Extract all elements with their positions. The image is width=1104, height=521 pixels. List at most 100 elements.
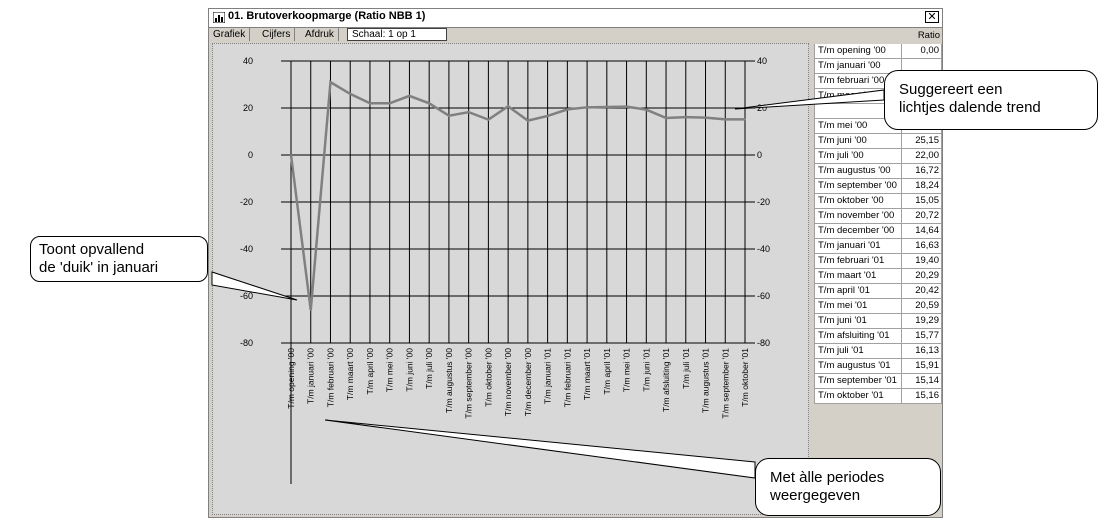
table-row[interactable]: T/m juni '01 19,29: [814, 314, 942, 330]
y-tick-label-left: -80: [240, 338, 253, 348]
y-tick-label-left: 20: [243, 103, 253, 113]
x-tick-label: T/m september '00: [464, 348, 474, 419]
table-row[interactable]: T/m januari '01 16,63: [814, 239, 942, 255]
callout-all-periods-line2: weergegeven: [770, 487, 861, 504]
y-tick-label-right: -60: [757, 291, 770, 301]
tab-afdruk[interactable]: Afdruk: [301, 28, 339, 41]
period-label: T/m september '01: [814, 374, 902, 389]
close-button[interactable]: ✕: [925, 11, 939, 23]
table-row[interactable]: T/m juli '00 22,00: [814, 149, 942, 165]
data-point: [369, 102, 371, 105]
x-tick-label: T/m mei '01: [622, 348, 632, 392]
x-tick-label: T/m februari '01: [562, 348, 572, 408]
x-tick-label: T/m oktober '01: [740, 348, 750, 407]
callout-trend-pointer: [734, 89, 885, 110]
data-point: [645, 108, 648, 111]
period-label: T/m oktober '00: [814, 194, 902, 209]
period-label: T/m augustus '00: [814, 164, 902, 179]
callout-all-periods-line1: Met àlle periodes: [770, 469, 885, 486]
table-row[interactable]: T/m juli '01 16,13: [814, 344, 942, 360]
table-row[interactable]: T/m afsluiting '01 15,77: [814, 329, 942, 345]
table-row[interactable]: T/m juni '00 25,15: [814, 134, 942, 150]
period-label: T/m januari '01: [814, 239, 902, 254]
table-row[interactable]: T/m oktober '00 15,05: [814, 194, 942, 210]
period-label: T/m opening '00: [814, 44, 902, 59]
table-row[interactable]: T/m augustus '00 16,72: [814, 164, 942, 180]
ratio-column-header: Ratio: [917, 30, 940, 41]
period-label: T/m oktober '01: [814, 389, 902, 404]
table-row[interactable]: T/m november '00 20,72: [814, 209, 942, 225]
window-title: 01. Brutoverkoopmarge (Ratio NBB 1): [228, 10, 426, 22]
table-row[interactable]: T/m september '01 15,14: [814, 374, 942, 390]
period-label: T/m februari '01: [814, 254, 902, 269]
tab-cijfers[interactable]: Cijfers: [258, 28, 296, 41]
data-point: [625, 105, 628, 108]
table-row[interactable]: T/m september '00 18,24: [814, 179, 942, 195]
ratio-value: 20,29: [902, 269, 942, 284]
x-tick-label: T/m juli '00: [424, 348, 434, 389]
ratio-value: 25,15: [902, 134, 942, 149]
table-row[interactable]: T/m mei '01 20,59: [814, 299, 942, 315]
period-label: T/m september '00: [814, 179, 902, 194]
data-point: [507, 105, 509, 108]
data-point: [487, 118, 490, 121]
x-tick-label: T/m januari '00: [306, 348, 316, 404]
table-row[interactable]: T/m opening '00 0,00: [814, 44, 942, 60]
ratio-value: 16,13: [902, 344, 942, 359]
data-point: [665, 117, 667, 119]
callout-trend: Suggereert een lichtjes dalende trend: [884, 70, 1098, 130]
line-chart: 40 40 20 20 0 0 -20 -20 -40 -40 -60 -60 -80 -80 T/m op…: [240, 56, 770, 484]
data-point: [388, 102, 391, 105]
x-tick-label: T/m afsluiting '01: [661, 348, 671, 412]
callout-all-periods-pointer: [324, 419, 756, 479]
period-label: T/m juli '00: [814, 149, 902, 164]
y-tick-label-right: -20: [757, 197, 770, 207]
data-point: [744, 118, 746, 121]
data-point: [586, 106, 588, 109]
ratio-value: 0,00: [902, 44, 942, 59]
data-point: [467, 111, 470, 113]
table-row[interactable]: T/m augustus '01 15,91: [814, 359, 942, 375]
ratio-value: 18,24: [902, 179, 942, 194]
x-tick-label: T/m januari '01: [543, 348, 553, 404]
table-row[interactable]: T/m april '01 20,42: [814, 284, 942, 300]
data-point: [448, 114, 450, 117]
table-row[interactable]: T/m december '00 14,64: [814, 224, 942, 240]
y-tick-label-right: 20: [757, 103, 767, 113]
chart-panel: 40 40 20 20 0 0 -20 -20 -40 -40 -60 -60 -80 -80 T/m op…: [212, 43, 809, 515]
y-tick-label-right: 40: [757, 56, 767, 66]
data-point: [606, 106, 608, 108]
ratio-value: 20,72: [902, 209, 942, 224]
x-tick-label: T/m opening '00: [286, 348, 296, 409]
data-point: [704, 116, 707, 119]
y-tick-label-left: 40: [243, 56, 253, 66]
x-tick-label: T/m augustus '00: [444, 348, 454, 413]
scale-field[interactable]: Schaal: 1 op 1: [347, 28, 447, 41]
data-point: [546, 115, 549, 117]
period-label: T/m maart '01: [814, 269, 902, 284]
table-row[interactable]: T/m oktober '01 15,16: [814, 389, 942, 405]
period-label: T/m juni '01: [814, 314, 902, 329]
x-tick-label: T/m april '00: [365, 348, 375, 395]
table-row[interactable]: T/m februari '01 19,40: [814, 254, 942, 270]
y-tick-label-right: -40: [757, 244, 770, 254]
data-point: [428, 102, 430, 105]
data-point: [349, 93, 352, 95]
data-point: [684, 116, 687, 118]
table-row[interactable]: T/m maart '01 20,29: [814, 269, 942, 285]
series-line: [289, 80, 746, 311]
period-label: T/m januari '00: [814, 59, 902, 74]
period-label: T/m november '00: [814, 209, 902, 224]
chart-window-icon: [213, 12, 225, 23]
callout-trend-line2: lichtjes dalende trend: [899, 99, 1041, 116]
ratio-value: 16,63: [902, 239, 942, 254]
period-label: T/m december '00: [814, 224, 902, 239]
ratio-value: 19,40: [902, 254, 942, 269]
callout-dip: Toont opvallend de 'duik' in januari: [30, 236, 208, 282]
ratio-value: 15,77: [902, 329, 942, 344]
callout-all-periods: Met àlle periodes weergegeven: [755, 458, 941, 516]
x-tick-label: T/m maart '01: [582, 348, 592, 400]
data-point: [566, 108, 569, 111]
tab-grafiek[interactable]: Grafiek: [209, 28, 251, 41]
x-tick-label: T/m maart '00: [345, 348, 355, 400]
